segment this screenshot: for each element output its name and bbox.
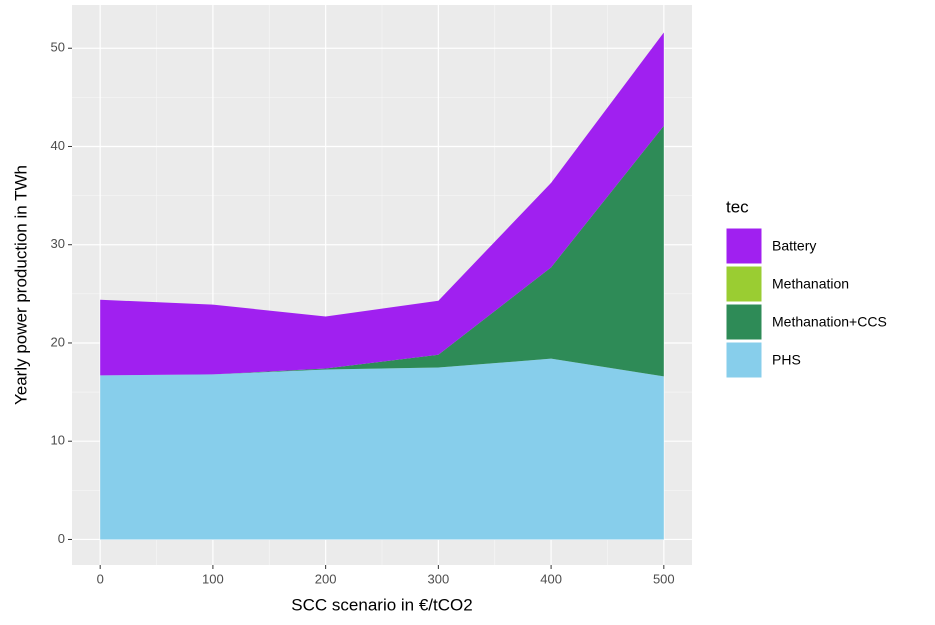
legend-title: tec <box>726 197 749 216</box>
y-tick-label: 0 <box>58 531 65 546</box>
legend-key <box>725 265 763 303</box>
area <box>100 32 664 376</box>
y-tick-label: 10 <box>51 433 65 448</box>
x-tick-label: 300 <box>428 571 450 586</box>
x-tick-label: 200 <box>315 571 337 586</box>
legend-key <box>725 341 763 379</box>
area <box>100 125 664 377</box>
y-tick-label: 40 <box>51 138 65 153</box>
legend-label: Methanation+CCS <box>772 314 887 330</box>
x-tick-label: 400 <box>540 571 562 586</box>
legend-label: Battery <box>772 238 816 254</box>
x-tick-label: 0 <box>97 571 104 586</box>
x-tick-label: 100 <box>202 571 224 586</box>
y-tick-label: 50 <box>51 40 65 55</box>
x-tick-label: 500 <box>653 571 675 586</box>
x-axis-title: SCC scenario in €/tCO2 <box>291 595 472 614</box>
y-axis-title: Yearly power production in TWh <box>11 165 30 405</box>
y-tick-label: 30 <box>51 236 65 251</box>
legend-key <box>725 303 763 341</box>
legend-key <box>725 227 763 265</box>
legend-label: PHS <box>772 352 801 368</box>
y-tick-label: 20 <box>51 334 65 349</box>
legend-label: Methanation <box>772 276 849 292</box>
area <box>100 358 664 540</box>
